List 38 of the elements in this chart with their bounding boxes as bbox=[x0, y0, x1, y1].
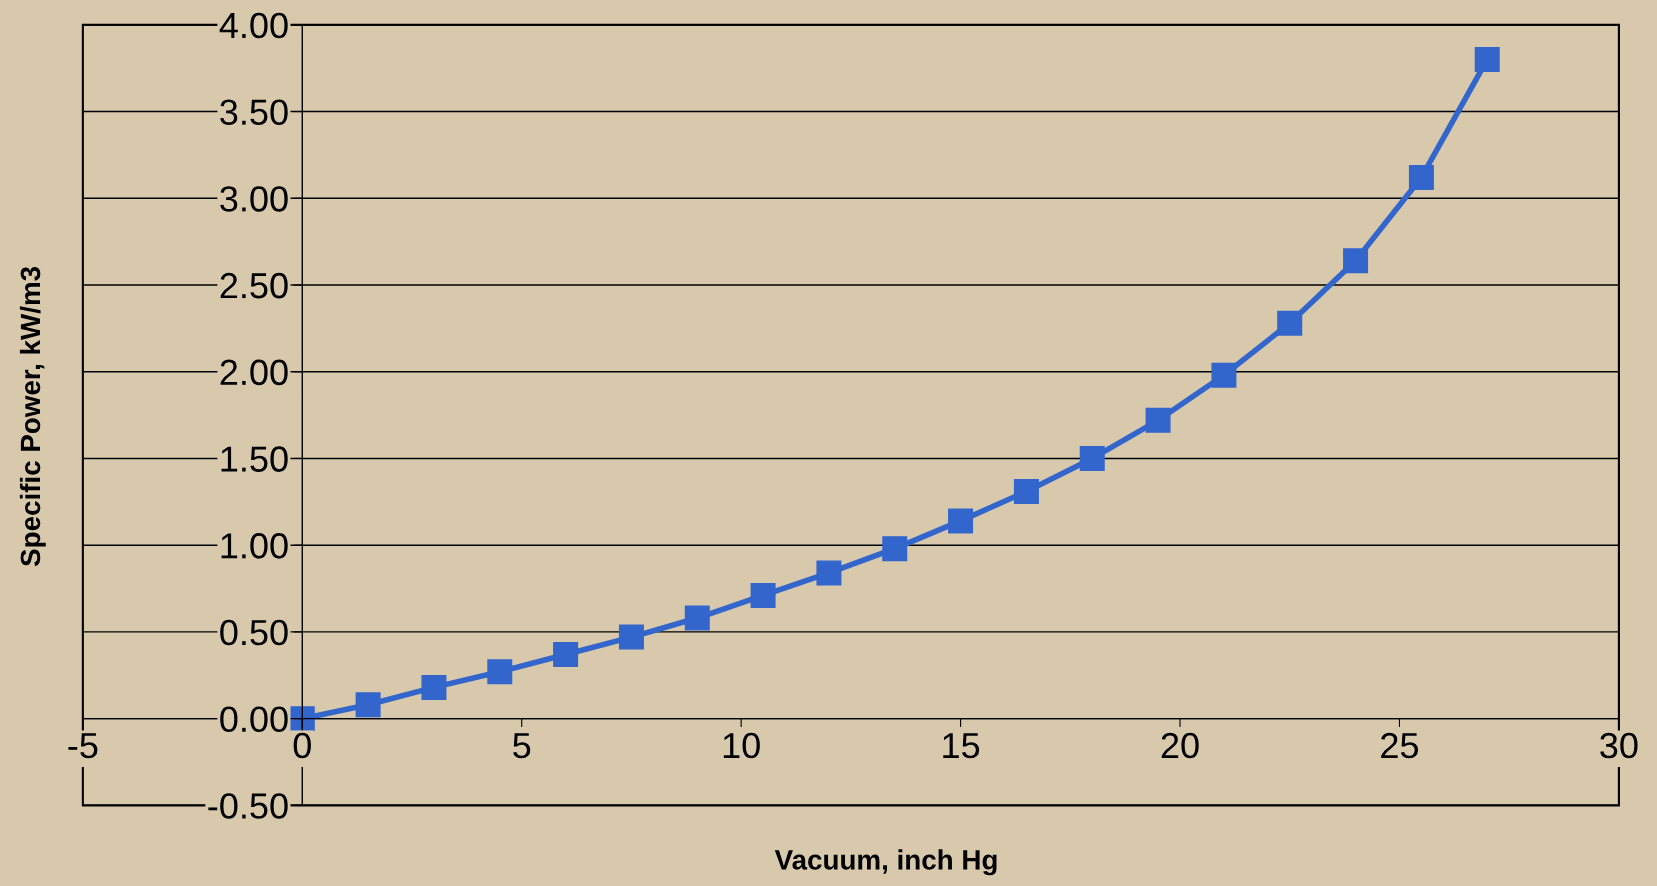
point bbox=[421, 674, 447, 700]
point bbox=[816, 560, 842, 586]
point bbox=[750, 582, 776, 608]
y-tick-label: 2.00 bbox=[220, 359, 288, 386]
x-tick-label: 0 bbox=[293, 732, 311, 759]
y-tick-label: 1.50 bbox=[221, 446, 288, 472]
point bbox=[1474, 46, 1500, 73]
point bbox=[355, 692, 381, 718]
point bbox=[1079, 445, 1105, 471]
point bbox=[1013, 478, 1039, 504]
point bbox=[1211, 362, 1237, 388]
point bbox=[1145, 407, 1171, 433]
point bbox=[1277, 310, 1303, 336]
y-tick-label: 3.00 bbox=[220, 186, 288, 212]
y-tick-label: 0.50 bbox=[220, 619, 288, 646]
point bbox=[487, 659, 513, 685]
x-tick-label: -5 bbox=[68, 733, 98, 759]
point bbox=[684, 605, 710, 631]
y-tick-label: 1.00 bbox=[221, 533, 288, 559]
y-axis-title: Specific Power, kW/m3 bbox=[19, 266, 46, 567]
point bbox=[1408, 164, 1434, 190]
point bbox=[618, 624, 644, 650]
y-tick-label: 4.00 bbox=[219, 12, 288, 39]
x-tick-label: 20 bbox=[1161, 732, 1199, 759]
y-tick-label: 0.00 bbox=[220, 706, 288, 733]
x-tick-label: 15 bbox=[943, 733, 980, 759]
x-tick-label: 25 bbox=[1381, 732, 1419, 759]
x-axis-title: Vacuum, inch Hg bbox=[774, 849, 997, 876]
x-tick-label: 10 bbox=[723, 732, 760, 759]
point bbox=[948, 508, 974, 534]
y-tick-label: -0.50 bbox=[208, 793, 288, 819]
point bbox=[882, 536, 908, 562]
y-tick-label: 3.50 bbox=[220, 99, 288, 125]
y-tick-label: 2.50 bbox=[220, 272, 288, 299]
point bbox=[553, 641, 579, 667]
point bbox=[1343, 248, 1369, 274]
x-tick-label: 30 bbox=[1600, 732, 1638, 759]
x-tick-label: 5 bbox=[513, 733, 531, 759]
